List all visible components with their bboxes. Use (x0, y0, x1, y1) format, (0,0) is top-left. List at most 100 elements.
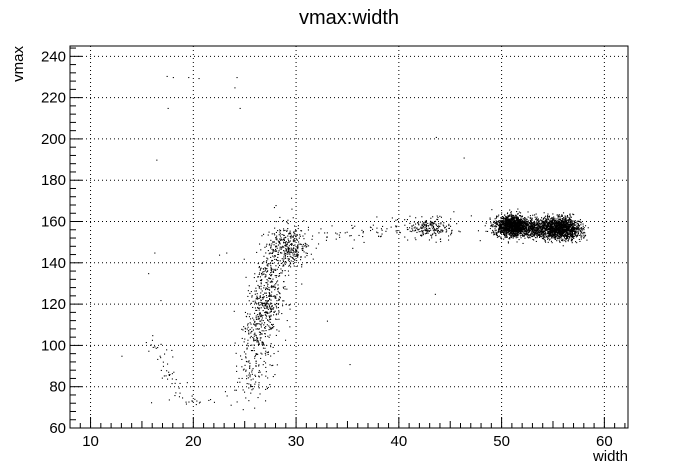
scatter-point (285, 250, 287, 252)
scatter-point (569, 227, 571, 229)
scatter-point (543, 223, 545, 225)
scatter-point (413, 221, 415, 223)
scatter-point (549, 233, 551, 235)
plot-frame (69, 45, 629, 429)
scatter-point (279, 241, 281, 243)
scatter-point (567, 221, 569, 223)
scatter-point (544, 225, 546, 227)
scatter-point (429, 223, 431, 225)
scatter-point (513, 223, 515, 225)
scatter-point (182, 397, 184, 399)
scatter-point (522, 242, 524, 244)
scatter-point (577, 231, 579, 233)
scatter-point (565, 219, 567, 221)
scatter-point (514, 226, 516, 228)
scatter-point (577, 234, 579, 236)
scatter-point (258, 328, 260, 330)
scatter-point (263, 287, 265, 289)
scatter-point (500, 227, 502, 229)
scatter-point (283, 256, 285, 258)
scatter-point (505, 221, 507, 223)
scatter-point (303, 220, 305, 222)
scatter-point (277, 260, 279, 262)
scatter-point (559, 227, 561, 229)
scatter-point (269, 281, 271, 283)
scatter-point (260, 304, 262, 306)
scatter-point (292, 261, 294, 263)
scatter-point (409, 227, 411, 229)
scatter-point (259, 243, 261, 245)
scatter-point (271, 323, 273, 325)
scatter-point (550, 222, 552, 224)
scatter-point (277, 266, 279, 268)
scatter-point (554, 229, 556, 231)
scatter-point (535, 228, 537, 230)
scatter-point (503, 218, 505, 220)
scatter-point (430, 234, 432, 236)
scatter-point (380, 235, 382, 237)
scatter-point (270, 245, 272, 247)
scatter-point (584, 232, 586, 234)
scatter-point (515, 236, 517, 238)
scatter-point (521, 228, 523, 230)
scatter-point (533, 239, 535, 241)
scatter-point (282, 264, 284, 266)
scatter-point (529, 235, 531, 237)
scatter-point (251, 350, 253, 352)
scatter-point (507, 241, 509, 243)
scatter-point (530, 226, 532, 228)
scatter-point (396, 225, 398, 227)
scatter-point (569, 230, 571, 232)
scatter-point (267, 386, 269, 388)
scatter-point (553, 219, 555, 221)
scatter-point (280, 237, 282, 239)
scatter-point (297, 256, 299, 258)
scatter-point (567, 226, 569, 228)
scatter-point (515, 225, 517, 227)
scatter-point (276, 329, 278, 331)
scatter-point (271, 280, 273, 282)
scatter-point (571, 231, 573, 233)
x-axis-label: width (592, 448, 628, 465)
scatter-point (520, 221, 522, 223)
scatter-point (255, 375, 257, 377)
scatter-point (288, 258, 290, 260)
scatter-point (261, 333, 263, 335)
scatter-point (512, 232, 514, 234)
scatter-point (275, 276, 277, 278)
scatter-point (198, 78, 200, 80)
scatter-point (277, 230, 279, 232)
scatter-point (523, 235, 525, 237)
scatter-point (558, 218, 560, 220)
scatter-point (558, 221, 560, 223)
scatter-point (296, 238, 298, 240)
scatter-point (270, 343, 272, 345)
scatter-point (494, 232, 496, 234)
scatter-point (258, 387, 260, 389)
scatter-point (517, 227, 519, 229)
scatter-point (497, 236, 499, 238)
x-tick-label: 50 (493, 433, 510, 450)
scatter-point (578, 225, 580, 227)
scatter-point (511, 215, 513, 217)
scatter-point (573, 223, 575, 225)
scatter-point (562, 222, 564, 224)
scatter-point (522, 233, 524, 235)
scatter-point (351, 224, 353, 226)
scatter-point (301, 283, 303, 285)
scatter-point (289, 264, 291, 266)
scatter-point (491, 225, 493, 227)
scatter-point (264, 312, 266, 314)
scatter-point (543, 227, 545, 229)
scatter-point (517, 236, 519, 238)
scatter-point (561, 220, 563, 222)
scatter-point (554, 225, 556, 227)
scatter-point (263, 285, 265, 287)
scatter-point (270, 355, 272, 357)
scatter-point (527, 216, 529, 218)
scatter-point (557, 225, 559, 227)
scatter-point (556, 234, 558, 236)
scatter-point (544, 223, 546, 225)
scatter-point (275, 242, 277, 244)
scatter-point (272, 270, 274, 272)
